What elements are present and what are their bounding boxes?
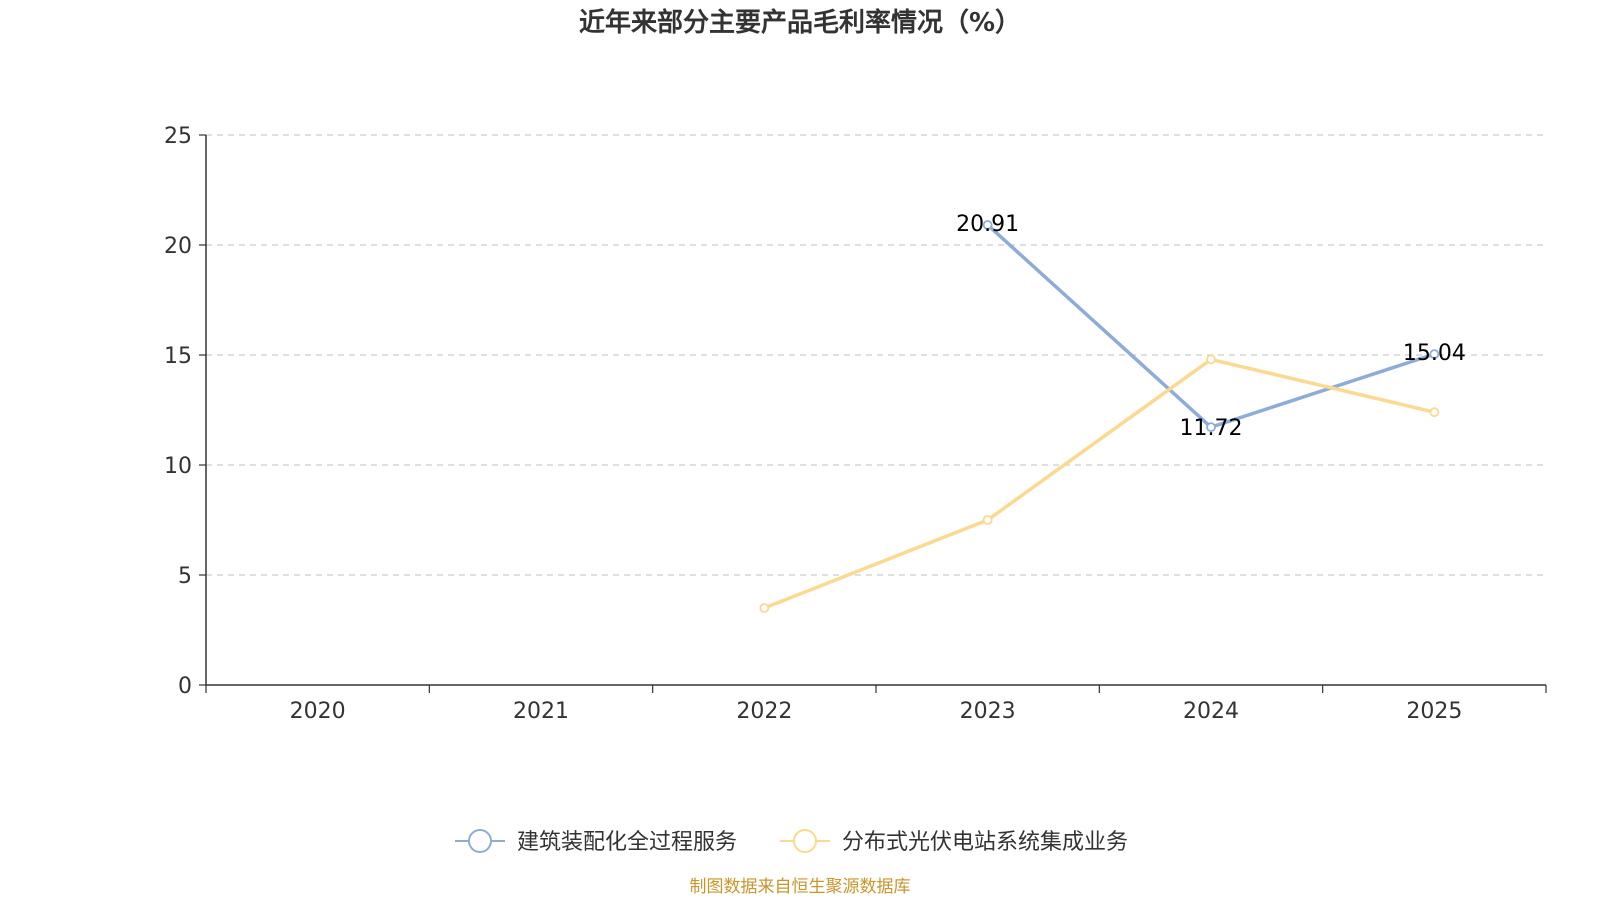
data-point[interactable] (982, 220, 993, 230)
data-label: 20.91 (956, 212, 1019, 237)
data-labels: 20.91 11.72 15.04 (956, 212, 1466, 441)
data-point[interactable] (1429, 407, 1440, 418)
data-label: 11.72 (1180, 416, 1243, 441)
legend-item-1[interactable]: 分布式光伏电站系统集成业务 (780, 829, 1128, 855)
y-tick-label: 0 (178, 674, 192, 699)
series-lines (759, 220, 1440, 613)
legend-label: 分布式光伏电站系统集成业务 (842, 830, 1128, 855)
x-tick-label: 2023 (960, 699, 1016, 724)
series-1 (759, 354, 1440, 613)
chart-title: 近年来部分主要产品毛利率情况（%） (579, 7, 1021, 38)
legend-marker-icon (793, 829, 817, 853)
x-tick-label: 2021 (513, 699, 569, 724)
y-tick-label: 15 (164, 344, 192, 369)
series-line (762, 357, 1437, 610)
data-point[interactable] (1206, 354, 1216, 365)
data-point[interactable] (1429, 349, 1440, 360)
data-point[interactable] (1206, 422, 1216, 433)
legend-item-0[interactable]: 建筑装配化全过程服务 (455, 829, 737, 855)
data-label: 15.04 (1403, 341, 1466, 366)
y-tick-label: 10 (164, 454, 192, 479)
series-0 (982, 220, 1440, 433)
y-tick-label: 5 (178, 564, 192, 589)
grid-lines (206, 134, 1546, 576)
x-tick-label: 2024 (1183, 699, 1239, 724)
data-point[interactable] (759, 603, 770, 613)
legend[interactable]: 建筑装配化全过程服务 分布式光伏电站系统集成业务 (455, 829, 1128, 855)
y-tick-label: 25 (164, 124, 192, 149)
x-tick-label: 2025 (1406, 699, 1462, 724)
legend-marker-icon (468, 829, 492, 853)
x-tick-label: 2020 (290, 699, 346, 724)
legend-label: 建筑装配化全过程服务 (517, 830, 737, 855)
y-tick-label: 20 (164, 234, 192, 259)
source-note: 制图数据来自恒生聚源数据库 (690, 877, 911, 897)
data-point[interactable] (982, 515, 993, 525)
x-tick-label: 2022 (736, 699, 792, 724)
